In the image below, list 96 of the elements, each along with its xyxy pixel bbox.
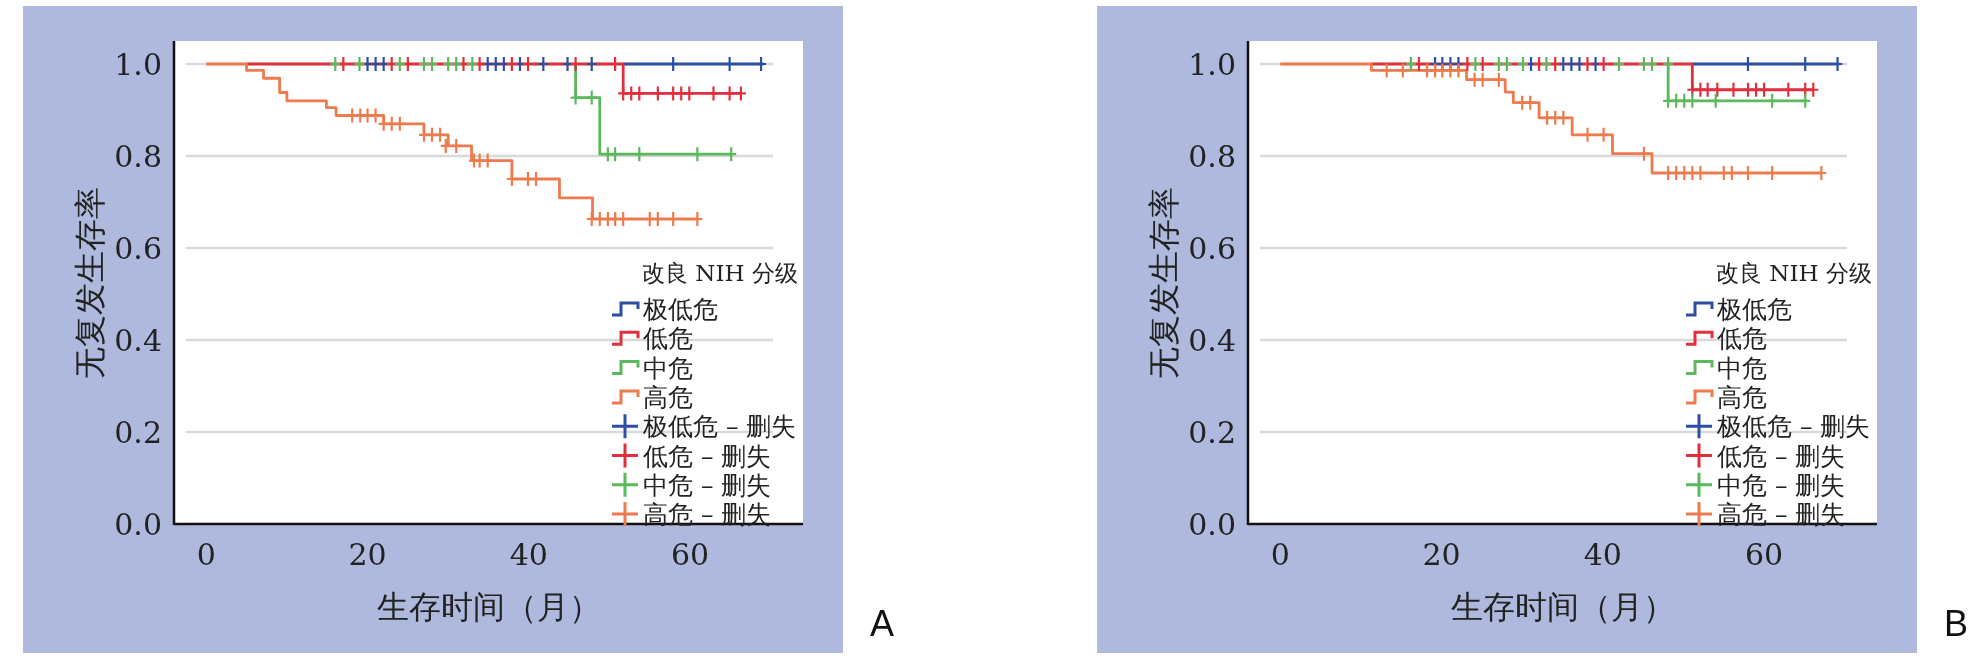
point	[481, 152, 494, 169]
point	[734, 85, 748, 102]
y-tick-label: 0.8	[1188, 139, 1236, 174]
x-tick-label: 40	[1583, 537, 1622, 572]
point	[1799, 92, 1812, 109]
point	[609, 146, 622, 163]
text: A	[870, 603, 895, 644]
y-axis-title: 无复发生存率	[71, 186, 109, 379]
point	[723, 85, 736, 102]
point	[1468, 71, 1481, 88]
y-tick-label: 0.8	[114, 139, 162, 174]
legend-label: 中危	[643, 353, 693, 383]
point	[1758, 81, 1771, 98]
point	[569, 89, 582, 106]
point	[1516, 55, 1530, 73]
x-tick-label: 20	[348, 537, 387, 572]
point	[1709, 92, 1722, 109]
point	[1469, 55, 1482, 73]
y-tick-label: 0.6	[114, 231, 162, 266]
point	[1711, 81, 1724, 98]
point	[1637, 145, 1651, 162]
legend-title: 改良 NIH 分级	[642, 260, 798, 286]
point	[707, 85, 720, 102]
point	[466, 55, 479, 73]
point	[1686, 92, 1699, 109]
y-tick-label: 0.0	[114, 507, 162, 542]
point	[450, 137, 463, 154]
point	[1612, 55, 1626, 73]
point	[1581, 126, 1594, 143]
y-tick-label: 0.2	[114, 415, 162, 450]
legend-label: 中危 – 删失	[643, 470, 772, 500]
point	[473, 152, 486, 169]
y-tick-label: 0.4	[114, 323, 162, 358]
x-tick-label: 60	[1745, 537, 1784, 572]
y-tick-label: 0.2	[1188, 415, 1236, 450]
legend-label: 高危 – 删失	[1717, 500, 1846, 530]
point	[1540, 55, 1553, 73]
legend-label: 极低危 – 删失	[642, 412, 797, 442]
point	[393, 115, 406, 132]
y-axis-title: 无复发生存率	[1145, 186, 1183, 379]
x-tick-label: 60	[671, 537, 710, 572]
point	[585, 89, 598, 106]
point	[353, 55, 366, 73]
x-tick-label: 40	[509, 537, 548, 572]
legend-label: 极低危	[1716, 295, 1792, 324]
point	[329, 55, 342, 73]
legend-label: 低危 – 删失	[1717, 441, 1846, 471]
point	[1662, 55, 1675, 73]
point	[1476, 71, 1489, 88]
point	[651, 85, 664, 102]
point	[691, 146, 704, 163]
point	[1396, 62, 1409, 79]
point	[1727, 81, 1740, 98]
y-tick-label: 1.0	[1188, 47, 1236, 82]
point	[1492, 71, 1505, 88]
point	[1524, 94, 1537, 111]
point	[1701, 81, 1714, 98]
point	[633, 146, 646, 163]
legend-label: 中危	[1717, 353, 1767, 383]
point	[1452, 62, 1465, 79]
x-tick-label: 0	[196, 537, 216, 572]
y-tick-label: 0.0	[1188, 507, 1236, 542]
y-tick-label: 0.4	[1188, 323, 1236, 358]
x-tick-label: 20	[1422, 537, 1461, 572]
legend-label: 高危	[1717, 382, 1767, 412]
point	[585, 55, 598, 73]
point	[393, 55, 406, 73]
point	[537, 55, 550, 73]
y-tick-label: 0.6	[1188, 231, 1236, 266]
point	[1766, 92, 1779, 109]
point	[1404, 55, 1417, 73]
point	[1581, 55, 1594, 73]
legend-title: 改良 NIH 分级	[1716, 260, 1872, 286]
x-tick-label: 0	[1270, 537, 1290, 572]
legend-label: 高危 – 删失	[643, 500, 772, 530]
y-tick-label: 1.0	[114, 47, 162, 82]
point	[633, 85, 646, 102]
legend-label: 中危 – 删失	[1717, 470, 1846, 500]
point	[1782, 81, 1795, 98]
point	[1597, 126, 1610, 143]
point	[1557, 109, 1570, 126]
text: B	[1944, 603, 1969, 644]
x-axis-title: 生存时间（月）	[376, 588, 601, 626]
point	[1380, 62, 1393, 79]
legend-label: 低危	[643, 324, 693, 354]
point	[505, 55, 518, 73]
x-axis-title: 生存时间（月）	[1450, 588, 1675, 626]
point	[385, 115, 398, 132]
legend-label: 高危	[643, 382, 693, 412]
point	[1807, 81, 1820, 98]
legend-label: 低危	[1717, 324, 1767, 354]
legend-label: 极低危 – 删失	[1716, 412, 1871, 442]
point	[683, 85, 696, 102]
legend-label: 低危 – 删失	[643, 441, 772, 471]
legend-label: 极低危	[642, 295, 718, 324]
point	[725, 146, 738, 163]
